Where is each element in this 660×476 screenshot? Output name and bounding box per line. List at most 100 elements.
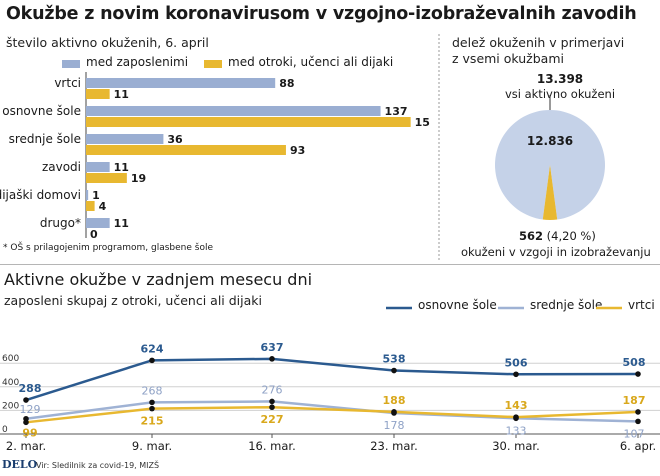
bar-staff [86,162,110,172]
line-point-srednje [635,418,641,425]
bar-staff [86,134,164,144]
pie-edu-value: 562 [519,229,544,243]
x-tick-label: 23. mar. [370,439,418,453]
pie-edu-pct: (4,20 %) [546,229,596,243]
bar-value-label: 4 [99,200,107,213]
section-divider [438,34,440,262]
pie-subtitle-line1: delež okuženih v primerjavi [452,35,625,50]
legend-swatch-children [204,60,222,68]
pie-total-label: vsi aktivno okuženi [504,87,616,101]
legend-label-vrtci: vrtci [628,298,655,312]
bar-value-label: 19 [131,172,146,185]
line-point-osnovne [269,356,275,362]
x-tick-label: 2. mar. [6,439,46,453]
legend-swatch-vrtci [596,306,622,310]
section-rule [0,264,660,265]
line-value-label-vrtci: 187 [623,394,646,407]
bar-category-label: osnovne šole [2,104,81,118]
source-credit: Vir: Sledilnik za covid-19, MIZŠ [36,461,160,470]
line-chart: 0 200 400 600 2. mar. 9. mar. 16. mar. 23. mar.… [0,341,660,453]
line-value-label-vrtci: 188 [383,394,406,407]
legend-label-osnovne: osnovne šole [418,298,497,312]
bar-chart-subtitle: število aktivno okuženih, 6. april [6,35,209,50]
line-point-vrtci [391,409,397,415]
bar-value-label: 137 [385,105,408,118]
legend-swatch-osnovne [386,306,412,310]
line-value-label-vrtci: 227 [261,413,284,426]
bar-value-label: 36 [167,133,183,146]
line-value-label-osnovne: 288 [19,382,42,395]
pie-total-value: 13.398 [536,72,584,86]
delo-logo: DELO [2,458,38,471]
legend-label-children: med otroki, učenci ali dijaki [228,55,394,69]
bar-children [86,145,286,155]
pie-subtitle-line2: z vsemi okužbami [452,51,564,66]
line-value-label-srednje: 133 [506,424,527,437]
bar-staff [86,106,381,116]
pie-edu-label: okuženi v vzgoji in izobraževanju [461,245,651,259]
pie-slice-edu [542,165,558,220]
line-point-osnovne [23,397,29,403]
line-point-osnovne [635,371,641,377]
bar-value-label: 11 [114,161,129,174]
legend-label-srednje: srednje šole [530,298,603,312]
bar-children [86,201,95,211]
y-tick-label: 0 [2,425,8,435]
line-point-srednje [269,398,275,405]
bar-children [86,173,127,183]
line-value-label-srednje: 276 [262,383,283,396]
y-tick-label: 200 [2,401,19,411]
line-value-label-osnovne: 624 [141,342,164,355]
line-point-osnovne [149,357,155,364]
line-point-vrtci [269,404,275,411]
line-point-vrtci [513,414,519,420]
line-series-osnovne [25,357,639,402]
bar-value-label: 93 [290,144,305,157]
bar-category-label: drugo* [40,216,81,230]
line-value-label-srednje: 129 [20,403,41,416]
line-value-label-vrtci: 215 [141,415,164,428]
pie-slice-rest [495,110,605,220]
bar-value-label: 88 [279,77,294,90]
bar-category-label: zavodi [42,160,81,174]
bar-children [86,89,110,99]
chart-title: Okužbe z novim koronavirusom v vzgojno-i… [6,4,637,24]
bar-category-label: vrtci [54,76,81,90]
line-value-label-osnovne: 538 [383,353,406,366]
x-tick-label: 16. mar. [248,439,296,453]
bar-staff [86,78,276,88]
pie-chart: 12.836 [495,95,605,220]
x-tick-label: 30. mar. [492,439,540,453]
line-point-vrtci [23,419,29,426]
line-point-vrtci [149,405,155,412]
line-value-label-srednje: 178 [384,419,405,432]
bar-value-label: 151 [415,116,430,129]
line-point-vrtci [635,409,641,415]
legend-swatch-staff [62,60,80,68]
line-chart-title: Aktivne okužbe v zadnjem mesecu dni [4,270,313,289]
line-value-label-osnovne: 506 [505,356,528,369]
line-point-srednje [149,399,155,406]
line-value-label-srednje: 268 [142,384,163,397]
bar-category-label: dijaški domovi [0,188,81,202]
y-tick-label: 400 [2,378,19,388]
bar-value-label: 0 [90,228,98,241]
line-value-label-vrtci: 99 [22,426,37,439]
bar-staff [86,190,89,200]
legend-label-staff: med zaposlenimi [86,55,189,69]
bar-chart: vrtci 88 11 osnovne šole 137 151 srednje šole 3… [0,72,430,241]
legend-swatch-srednje [498,306,524,310]
y-tick-label: 600 [2,354,19,364]
bar-value-label: 11 [114,217,129,230]
bar-footnote: * OŠ s prilagojenim programom, glasbene … [3,243,214,253]
line-series-srednje [25,400,639,423]
pie-edu-label-line: 562 (4,20 %) [519,229,596,243]
bar-category-label: srednje šole [9,132,81,146]
line-value-label-vrtci: 143 [505,399,528,412]
pie-rest-value: 12.836 [527,134,573,148]
line-point-osnovne [391,367,397,374]
line-value-label-osnovne: 637 [261,341,284,354]
line-value-label-osnovne: 508 [623,356,646,369]
bar-value-label: 1 [92,189,100,202]
line-value-label-srednje: 107 [624,427,645,440]
